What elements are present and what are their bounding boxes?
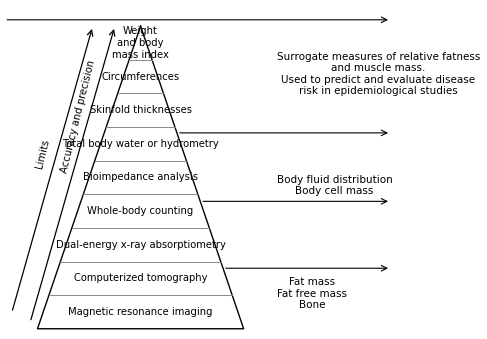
Text: Accuracy and precision: Accuracy and precision [59,59,97,174]
Text: Limits: Limits [35,138,52,170]
Text: Body fluid distribution
Body cell mass: Body fluid distribution Body cell mass [277,175,393,196]
Text: Whole-body counting: Whole-body counting [88,206,194,216]
Text: Weight
and body
mass index: Weight and body mass index [112,26,169,60]
Text: Bioimpedance analysis: Bioimpedance analysis [83,173,198,182]
Text: Fat mass
Fat free mass
Bone: Fat mass Fat free mass Bone [277,277,347,310]
Polygon shape [37,26,244,329]
Text: Surrogate measures of relative fatness
and muscle mass.
Used to predict and eval: Surrogate measures of relative fatness a… [277,52,480,96]
Text: Dual-energy x-ray absorptiometry: Dual-energy x-ray absorptiometry [56,240,225,250]
Text: Computerized tomography: Computerized tomography [74,273,207,283]
Text: Circumferences: Circumferences [101,72,180,82]
Text: Skinfold thicknesses: Skinfold thicknesses [90,105,191,115]
Text: Total body water or hydrometry: Total body water or hydrometry [62,139,219,149]
Text: Magnetic resonance imaging: Magnetic resonance imaging [68,307,213,317]
